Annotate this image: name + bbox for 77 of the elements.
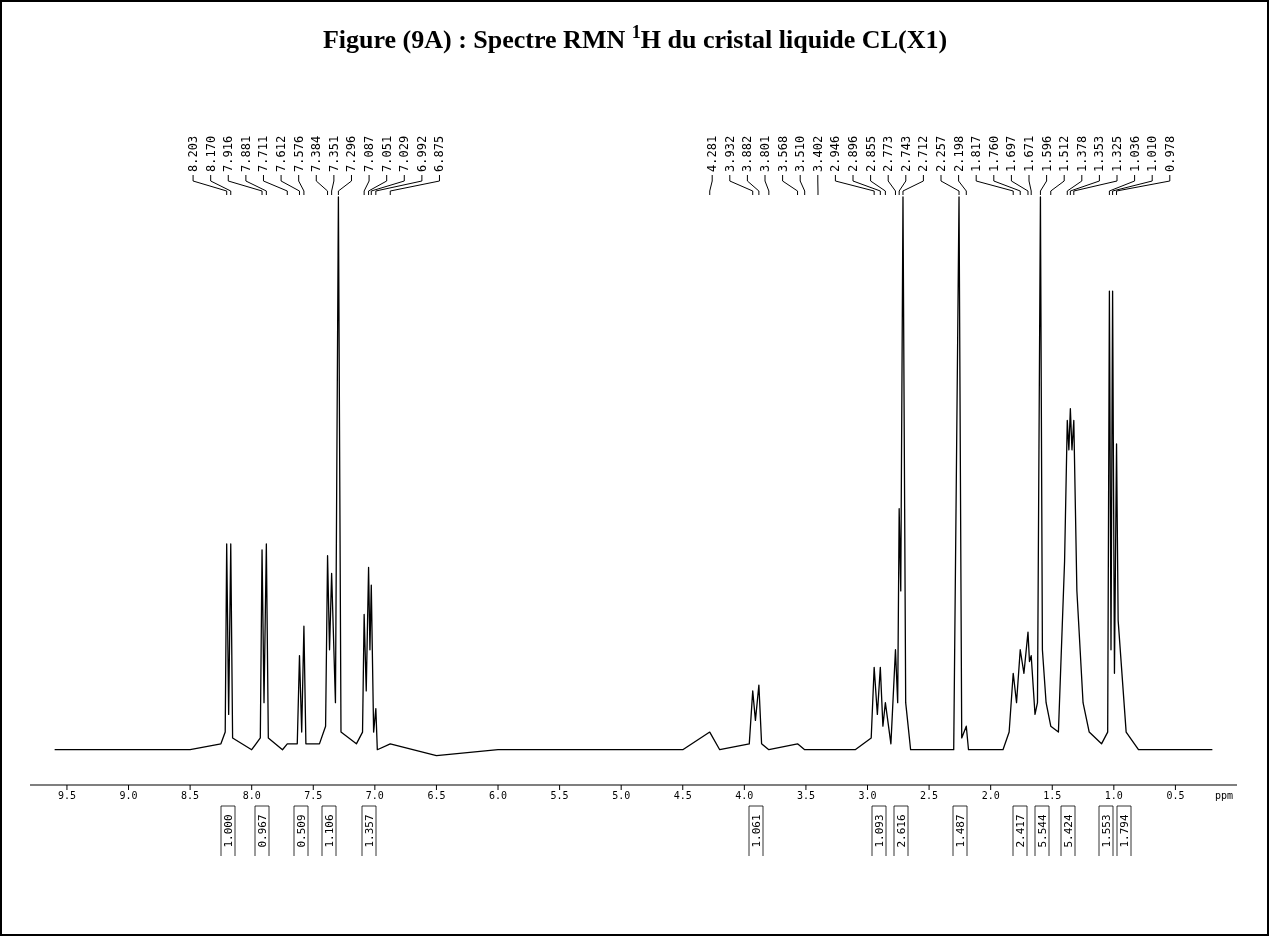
- text: 2.417: [1014, 814, 1027, 848]
- annotation: 7.881: [238, 135, 253, 172]
- x-tick-label: 7.0: [365, 790, 384, 801]
- annotation: 2.773: [881, 135, 896, 172]
- annotation: 1.817: [969, 135, 984, 172]
- text: 1.794: [1118, 814, 1131, 848]
- text: 1.061: [750, 814, 763, 848]
- annotation: 3.801: [758, 135, 772, 172]
- annotation: 3.568: [775, 135, 790, 172]
- annotation: 1.697: [1004, 135, 1019, 172]
- annotation: 7.029: [397, 135, 412, 172]
- annotation: 2.198: [951, 135, 966, 172]
- x-tick-label: 7.5: [304, 790, 323, 801]
- annotation: 2.855: [863, 135, 878, 172]
- x-tick-label: 1.0: [1104, 790, 1123, 801]
- x-tick-label: 5.0: [612, 790, 631, 801]
- annotation: 7.711: [256, 135, 271, 172]
- x-tick-label: 3.5: [796, 790, 815, 801]
- text: 5.544: [1036, 814, 1049, 848]
- annotation: 7.576: [291, 135, 306, 172]
- annotation: 4.281: [705, 135, 720, 172]
- annotation: 3.510: [793, 135, 808, 172]
- annotation: 2.743: [898, 135, 913, 172]
- text: 0.509: [295, 814, 308, 848]
- annotation: 1.036: [1127, 135, 1142, 172]
- annotation: 7.612: [274, 135, 289, 172]
- text: 1.106: [323, 814, 336, 848]
- x-tick-label: 8.5: [181, 790, 200, 801]
- text: 0.967: [256, 814, 269, 848]
- annotation: 1.671: [1022, 135, 1036, 172]
- annotation: 0.978: [1162, 135, 1177, 172]
- text: 1.093: [873, 814, 886, 848]
- annotation: 3.932: [722, 135, 737, 172]
- x-tick-label: 4.0: [735, 790, 754, 801]
- text: 1.357: [363, 814, 376, 848]
- annotation: 7.296: [344, 135, 359, 172]
- annotation: 1.353: [1092, 135, 1107, 172]
- x-axis-title: ppm: [1214, 790, 1233, 801]
- annotation: 6.992: [414, 135, 429, 172]
- x-tick-label: 9.0: [119, 790, 138, 801]
- x-tick-label: 5.5: [550, 790, 569, 801]
- x-tick-label: 1.5: [1043, 790, 1062, 801]
- annotation: 7.351: [326, 135, 341, 172]
- text: 1.487: [954, 814, 967, 848]
- annotation: 1.010: [1145, 135, 1160, 172]
- x-tick-label: 2.5: [920, 790, 939, 801]
- text: 1.000: [222, 814, 235, 848]
- annotation: 7.051: [379, 135, 394, 172]
- annotation: 8.170: [203, 135, 218, 172]
- annotation: 2.896: [846, 135, 860, 172]
- text: 1.553: [1100, 814, 1113, 848]
- x-tick-label: 6.5: [427, 790, 446, 801]
- annotation: 8.203: [186, 135, 201, 172]
- text: 2.616: [895, 814, 908, 848]
- annotation: 3.882: [740, 135, 755, 172]
- annotation: 1.325: [1110, 135, 1124, 172]
- annotation: 1.512: [1057, 135, 1072, 172]
- annotation: 2.712: [916, 135, 931, 172]
- annotation: 7.087: [362, 135, 377, 172]
- annotation: 7.916: [221, 135, 236, 172]
- text: 5.424: [1062, 814, 1075, 848]
- annotation: 6.875: [432, 135, 447, 172]
- x-tick-label: 6.0: [488, 790, 508, 801]
- annotation: 2.946: [828, 135, 843, 172]
- x-tick-label: 2.0: [981, 790, 1000, 801]
- x-tick-label: 8.0: [242, 790, 261, 801]
- x-tick-label: 3.0: [858, 790, 877, 801]
- annotation: 7.384: [309, 135, 324, 172]
- annotation: 1.596: [1039, 135, 1054, 172]
- annotation: 1.378: [1074, 135, 1089, 172]
- annotation: 1.760: [986, 135, 1001, 172]
- x-tick-label: 4.5: [673, 790, 692, 801]
- chart-title: Figure (9A) : Spectre RMN $^{1}$H du cristal liquide CL(X1): [322, 22, 948, 54]
- annotation: 3.402: [810, 135, 825, 172]
- x-tick-label: 9.5: [57, 790, 76, 801]
- x-tick-label: 0.5: [1166, 790, 1185, 801]
- annotation: 2.257: [934, 135, 948, 172]
